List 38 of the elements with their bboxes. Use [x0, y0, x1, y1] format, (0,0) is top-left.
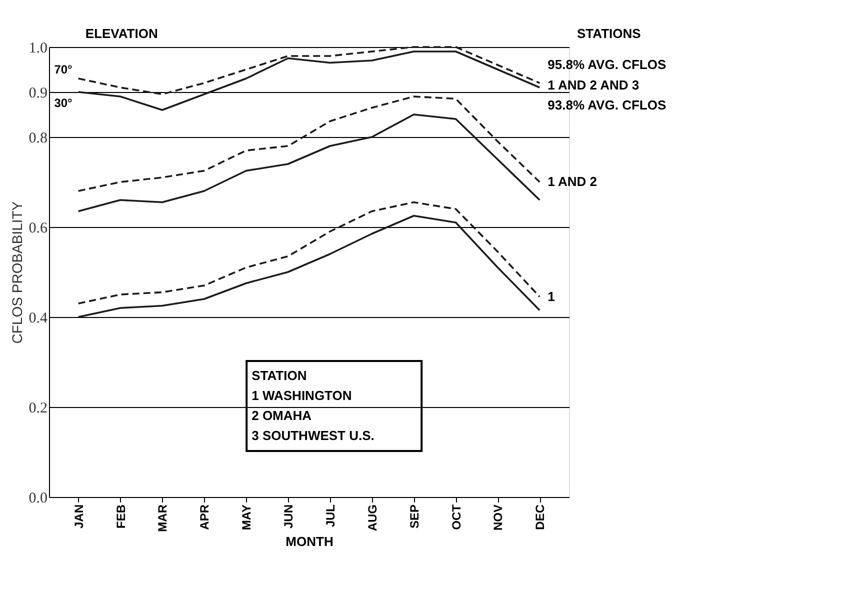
- x-tick-label: OCT: [449, 504, 464, 530]
- y-tick-label: 0.2: [28, 400, 48, 416]
- y-tick-label: 0.8: [28, 130, 48, 146]
- x-tick-label: APR: [198, 504, 212, 530]
- x-tick-label: NOV: [491, 504, 506, 531]
- text: STATIONS: [577, 26, 642, 41]
- x-tick-label: MAY: [240, 504, 254, 530]
- x-tick-label: MAR: [156, 504, 170, 532]
- x-axis-title: MONTH: [286, 534, 334, 549]
- x-tick-label: JUN: [282, 504, 296, 529]
- line-series: [77, 214, 541, 318]
- series-label: 30°: [54, 96, 73, 110]
- annotation: 1 WASHINGTON: [252, 388, 352, 403]
- line-series: [77, 201, 541, 304]
- annotation: STATION: [252, 368, 307, 383]
- y-tick-label: 0.0: [28, 490, 48, 506]
- y-tick-label: 0.4: [28, 310, 48, 326]
- y-tick-label: 0.6: [28, 220, 48, 236]
- annotation: 1 AND 2: [548, 174, 598, 189]
- series-label: 70°: [54, 62, 73, 76]
- annotation: 2 OMAHA: [252, 408, 312, 423]
- x-tick-label: FEB: [114, 504, 128, 528]
- x-tick-label: DEC: [533, 504, 548, 530]
- annotation: 3 SOUTHWEST U.S.: [252, 428, 374, 443]
- line-series: [77, 96, 541, 192]
- x-tick-label: AUG: [365, 504, 380, 532]
- line-series: [77, 114, 541, 212]
- y-axis-title: CFLOS PROBABILITY: [8, 200, 25, 344]
- annotation: 95.8% AVG. CFLOS: [548, 57, 666, 72]
- y-tick-label: 1.0: [28, 40, 48, 56]
- x-tick-label: JUL: [323, 504, 338, 528]
- annotation: 1: [548, 288, 555, 304]
- annotation: 93.8% AVG. CFLOS: [548, 98, 666, 112]
- x-tick-label: SEP: [407, 504, 422, 529]
- annotation: 1 AND 2 AND 3: [548, 77, 640, 92]
- text: ELEVATION: [85, 26, 158, 41]
- x-tick-label: JAN: [72, 504, 86, 529]
- y-tick-label: 0.9: [28, 86, 48, 102]
